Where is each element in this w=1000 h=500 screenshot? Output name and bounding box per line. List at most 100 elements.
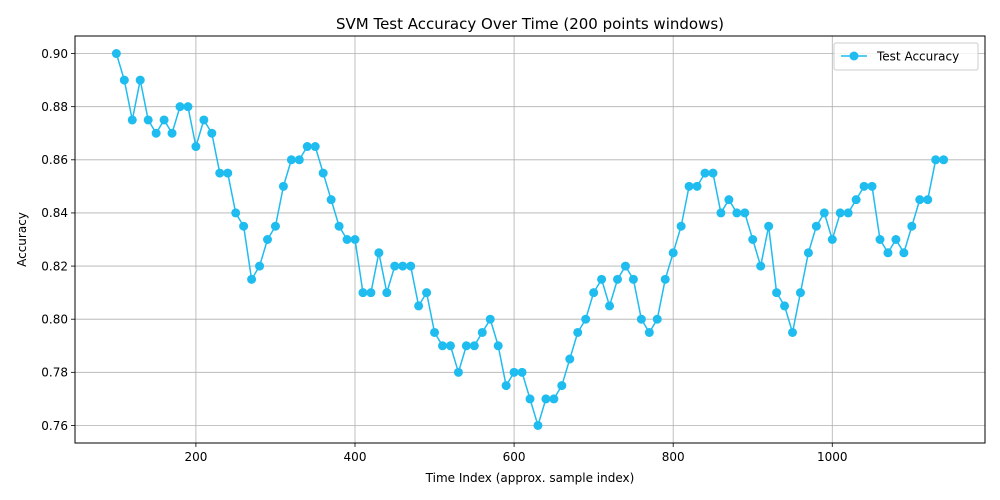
data-point bbox=[263, 235, 272, 244]
x-axis-label: Time Index (approx. sample index) bbox=[425, 471, 635, 485]
data-point bbox=[422, 288, 432, 298]
y-tick-label: 0.78 bbox=[41, 366, 68, 380]
data-point bbox=[899, 248, 909, 258]
data-point bbox=[477, 327, 487, 337]
data-point bbox=[135, 75, 145, 85]
data-point bbox=[215, 168, 225, 178]
series-group bbox=[111, 49, 949, 430]
data-point bbox=[644, 327, 654, 337]
data-point bbox=[159, 115, 169, 125]
legend: Test Accuracy bbox=[833, 42, 979, 71]
data-point bbox=[708, 168, 718, 178]
data-point bbox=[835, 208, 845, 218]
data-point bbox=[461, 341, 471, 351]
data-point bbox=[772, 288, 782, 298]
data-point bbox=[557, 381, 567, 391]
data-point bbox=[350, 235, 360, 244]
legend-label: Test Accuracy bbox=[876, 50, 959, 64]
legend-box bbox=[833, 42, 979, 71]
data-point bbox=[167, 128, 177, 138]
data-point bbox=[549, 394, 559, 404]
data-point bbox=[143, 115, 153, 125]
data-point bbox=[366, 288, 376, 298]
legend-marker bbox=[849, 51, 859, 61]
data-point bbox=[453, 367, 463, 377]
data-point bbox=[875, 235, 885, 244]
data-point bbox=[605, 301, 615, 311]
data-point bbox=[756, 261, 766, 271]
data-point bbox=[740, 208, 750, 218]
data-point bbox=[286, 155, 296, 165]
data-point bbox=[931, 155, 941, 165]
y-tick-label: 0.84 bbox=[41, 206, 68, 220]
data-point bbox=[541, 394, 551, 404]
data-point bbox=[716, 208, 726, 218]
data-point bbox=[811, 221, 821, 231]
data-point bbox=[342, 235, 352, 244]
x-tick-label: 800 bbox=[662, 450, 685, 464]
data-point bbox=[278, 181, 288, 191]
data-point bbox=[119, 75, 129, 85]
x-tick-label: 1000 bbox=[817, 450, 848, 464]
data-point bbox=[151, 128, 161, 138]
data-point bbox=[239, 221, 249, 231]
x-ticks: 200 400 600 800 1000 bbox=[184, 443, 848, 464]
y-ticks: 0.76 0.78 0.80 0.82 0.84 0.86 0.88 0.90 bbox=[41, 47, 75, 433]
data-point bbox=[382, 288, 392, 298]
data-point bbox=[517, 367, 527, 377]
data-point bbox=[223, 168, 233, 178]
data-point bbox=[302, 142, 312, 152]
data-point bbox=[175, 102, 185, 112]
data-point bbox=[613, 274, 622, 284]
data-point bbox=[485, 314, 495, 324]
data-point bbox=[827, 235, 837, 244]
data-point bbox=[334, 221, 344, 231]
data-point bbox=[438, 341, 447, 351]
data-point bbox=[390, 261, 400, 271]
data-point bbox=[597, 274, 607, 284]
y-tick-label: 0.82 bbox=[41, 259, 68, 273]
y-tick-label: 0.90 bbox=[41, 47, 68, 61]
data-point bbox=[748, 235, 758, 244]
data-point bbox=[199, 115, 209, 125]
data-point bbox=[581, 314, 591, 324]
data-point bbox=[398, 261, 408, 271]
data-point bbox=[533, 420, 543, 430]
data-point bbox=[310, 142, 320, 152]
data-point bbox=[660, 274, 670, 284]
data-point bbox=[636, 314, 646, 324]
data-point bbox=[795, 288, 805, 298]
y-tick-label: 0.88 bbox=[41, 100, 68, 114]
data-point bbox=[573, 327, 583, 337]
data-point bbox=[883, 248, 893, 258]
data-point bbox=[247, 274, 257, 284]
data-point bbox=[907, 221, 917, 231]
data-point bbox=[565, 354, 575, 364]
data-point bbox=[270, 221, 280, 231]
y-axis-label: Accuracy bbox=[15, 212, 29, 267]
data-point bbox=[692, 181, 702, 191]
data-point bbox=[326, 195, 336, 205]
data-point bbox=[939, 155, 949, 165]
data-point bbox=[493, 341, 503, 351]
data-point bbox=[923, 195, 933, 205]
data-point bbox=[851, 195, 861, 205]
data-point bbox=[843, 208, 853, 218]
y-tick-label: 0.86 bbox=[41, 153, 68, 167]
data-point bbox=[859, 181, 869, 191]
data-point bbox=[183, 102, 193, 112]
data-point bbox=[469, 341, 479, 351]
data-point bbox=[445, 341, 455, 351]
data-point bbox=[589, 288, 599, 298]
data-point bbox=[318, 168, 328, 178]
data-point bbox=[732, 208, 742, 218]
data-point bbox=[676, 221, 686, 231]
data-point bbox=[764, 221, 774, 231]
plot-frame bbox=[74, 35, 986, 444]
data-point bbox=[652, 314, 662, 324]
data-point bbox=[620, 261, 630, 271]
data-point bbox=[628, 274, 638, 284]
data-point bbox=[780, 301, 790, 311]
x-tick-label: 600 bbox=[503, 450, 526, 464]
x-tick-label: 400 bbox=[344, 450, 367, 464]
